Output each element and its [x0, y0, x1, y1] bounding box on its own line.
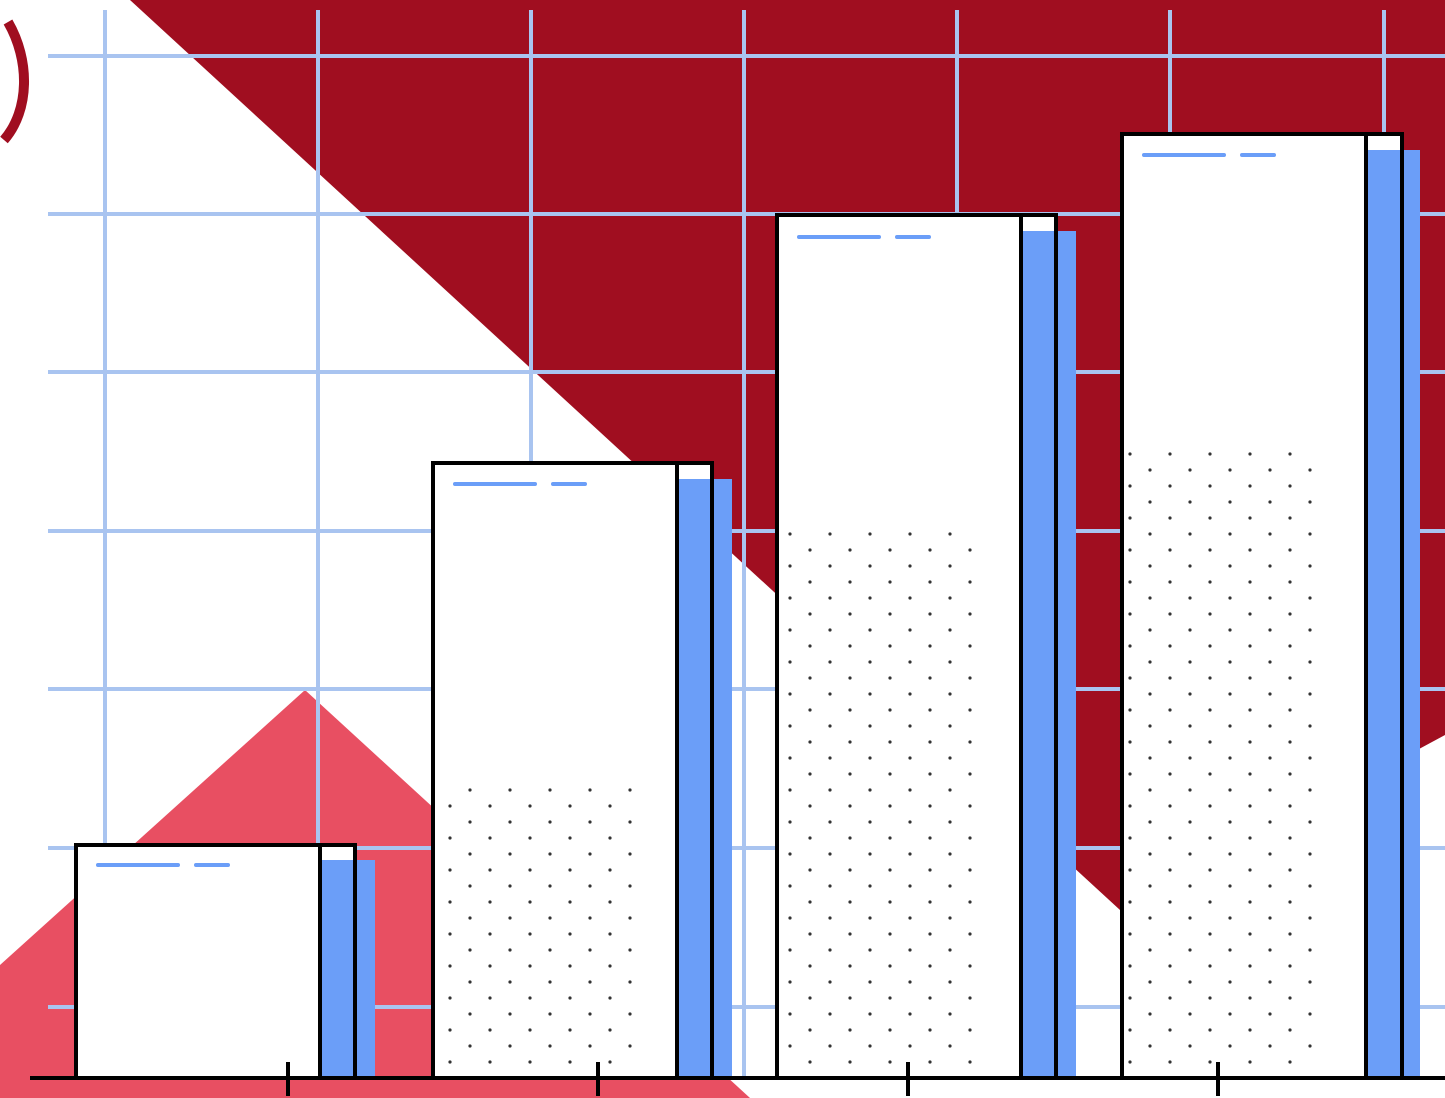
- bar-2: [431, 461, 732, 1080]
- bar-4: [1120, 132, 1420, 1080]
- bar-3: [775, 213, 1076, 1080]
- baseline: [30, 1062, 1445, 1096]
- bar-1: [74, 843, 375, 1080]
- partial-glyph: [0, 19, 29, 144]
